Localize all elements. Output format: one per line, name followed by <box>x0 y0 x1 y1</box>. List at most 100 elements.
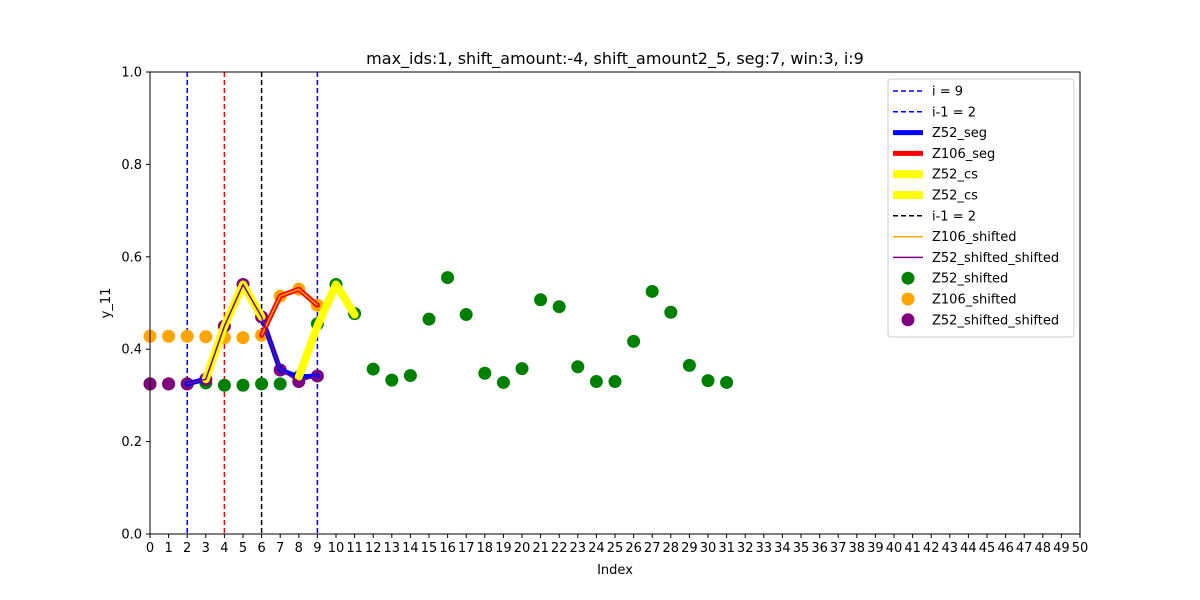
point-Z52_shifted-19 <box>496 375 510 389</box>
y-tick-label-5: 1.0 <box>121 66 142 81</box>
x-tick-label-14: 14 <box>402 541 419 556</box>
segment-Z106_seg-1 <box>259 286 320 338</box>
x-tick-label-6: 6 <box>257 541 265 556</box>
x-tick-label-30: 30 <box>700 541 717 556</box>
x-tick-label-35: 35 <box>793 541 810 556</box>
x-tick-label-17: 17 <box>458 541 475 556</box>
x-tick-label-41: 41 <box>904 541 921 556</box>
x-tick-label-4: 4 <box>220 541 228 556</box>
point-Z52_shifted-23 <box>571 360 585 374</box>
x-tick-label-42: 42 <box>923 541 940 556</box>
x-tick-label-5: 5 <box>239 541 247 556</box>
x-tick-label-25: 25 <box>607 541 624 556</box>
x-tick-label-15: 15 <box>421 541 438 556</box>
legend-item-3: Z106_seg <box>893 147 995 162</box>
y-tick-label-3: 0.6 <box>121 250 142 265</box>
legend-item-6: i-1 = 2 <box>893 209 976 224</box>
legend-label-7: Z106_shifted <box>932 230 1017 245</box>
legend-label-6: i-1 = 2 <box>932 209 976 224</box>
legend-item-4: Z52_cs <box>893 168 978 183</box>
legend-label-8: Z52_shifted_shifted <box>932 251 1059 266</box>
legend-label-3: Z106_seg <box>932 147 995 162</box>
x-tick-label-23: 23 <box>570 541 587 556</box>
y-axis-label: y_11 <box>99 288 114 319</box>
x-tick-label-12: 12 <box>365 541 382 556</box>
x-tick-label-28: 28 <box>663 541 680 556</box>
legend-swatch-9 <box>901 271 915 285</box>
legend-item-7: Z106_shifted <box>893 230 1017 245</box>
x-tick-label-44: 44 <box>960 541 977 556</box>
legend: i = 9i-1 = 2Z52_segZ106_segZ52_csZ52_csi… <box>887 78 1075 338</box>
point-Z52_shifted-27 <box>645 284 659 298</box>
x-tick-label-37: 37 <box>830 541 847 556</box>
x-tick-label-39: 39 <box>867 541 884 556</box>
point-Z52_shifted-24 <box>589 375 603 389</box>
x-tick-label-47: 47 <box>1016 541 1033 556</box>
legend-label-4: Z52_cs <box>932 168 978 183</box>
x-tick-label-29: 29 <box>681 541 698 556</box>
point-Z52_shifted-15 <box>422 312 436 326</box>
point-Z52_shifted-28 <box>664 305 678 319</box>
point-Z52_shifted-17 <box>459 308 473 322</box>
x-tick-label-20: 20 <box>514 541 531 556</box>
x-tick-label-2: 2 <box>183 541 191 556</box>
point-Z52_shifted-21 <box>534 293 548 307</box>
point-Z106_shifted-2 <box>180 329 194 343</box>
legend-box <box>887 78 1075 338</box>
y-axis: 0.0 0.2 0.4 0.6 0.8 1.0 <box>121 66 150 543</box>
point-Z52_shifted-31 <box>720 375 734 389</box>
segment-Z52_cs-3 <box>294 280 359 381</box>
legend-label-10: Z106_shifted <box>932 293 1017 308</box>
legend-swatch-10 <box>901 292 915 306</box>
line-Z106_shifted <box>260 288 318 336</box>
x-tick-label-7: 7 <box>276 541 284 556</box>
x-tick-label-11: 11 <box>346 541 363 556</box>
x-tick-label-31: 31 <box>718 541 735 556</box>
x-tick-label-38: 38 <box>849 541 866 556</box>
point-Z52_shifted-30 <box>701 374 715 388</box>
x-tick-label-27: 27 <box>644 541 661 556</box>
point-Z52_shifted-25 <box>608 375 622 389</box>
point-Z52_shifted_shifted-1 <box>162 377 176 391</box>
x-tick-label-13: 13 <box>384 541 401 556</box>
y-tick-label-4: 0.8 <box>121 158 142 173</box>
x-tick-label-21: 21 <box>532 541 549 556</box>
point-Z106_shifted-3 <box>199 330 213 344</box>
segment-Z52_cs-2 <box>201 280 266 384</box>
x-tick-label-45: 45 <box>979 541 996 556</box>
x-tick-label-26: 26 <box>625 541 642 556</box>
x-tick-label-36: 36 <box>811 541 828 556</box>
point-Z52_shifted-18 <box>478 366 492 380</box>
legend-label-1: i-1 = 2 <box>932 105 976 120</box>
x-tick-label-0: 0 <box>146 541 154 556</box>
legend-label-9: Z52_shifted <box>932 272 1008 287</box>
legend-item-1: i-1 = 2 <box>893 105 976 120</box>
x-tick-label-32: 32 <box>737 541 754 556</box>
point-Z106_shifted-1 <box>162 329 176 343</box>
legend-label-11: Z52_shifted_shifted <box>932 313 1059 328</box>
point-Z52_shifted-22 <box>552 300 566 314</box>
x-tick-label-3: 3 <box>202 541 210 556</box>
legend-item-11: Z52_shifted_shifted <box>901 313 1059 328</box>
x-tick-label-8: 8 <box>295 541 303 556</box>
point-Z52_shifted-14 <box>403 369 417 383</box>
legend-item-5: Z52_cs <box>893 189 978 204</box>
x-tick-label-50: 50 <box>1072 541 1089 556</box>
legend-item-0: i = 9 <box>893 85 963 100</box>
legend-item-2: Z52_seg <box>893 126 987 141</box>
point-Z52_shifted-7 <box>273 377 287 391</box>
line-Z52_shifted_shifted <box>187 283 318 385</box>
plot-area <box>143 72 734 534</box>
x-tick-label-19: 19 <box>495 541 512 556</box>
point-Z52_shifted-6 <box>255 377 269 391</box>
x-tick-label-48: 48 <box>1035 541 1052 556</box>
legend-item-10: Z106_shifted <box>901 292 1017 308</box>
x-tick-label-1: 1 <box>164 541 172 556</box>
y-tick-label-2: 0.4 <box>121 343 142 358</box>
x-tick-label-46: 46 <box>997 541 1014 556</box>
legend-item-9: Z52_shifted <box>901 271 1008 287</box>
point-Z52_shifted-4 <box>217 378 231 392</box>
legend-swatch-11 <box>901 313 915 327</box>
x-tick-label-40: 40 <box>886 541 903 556</box>
